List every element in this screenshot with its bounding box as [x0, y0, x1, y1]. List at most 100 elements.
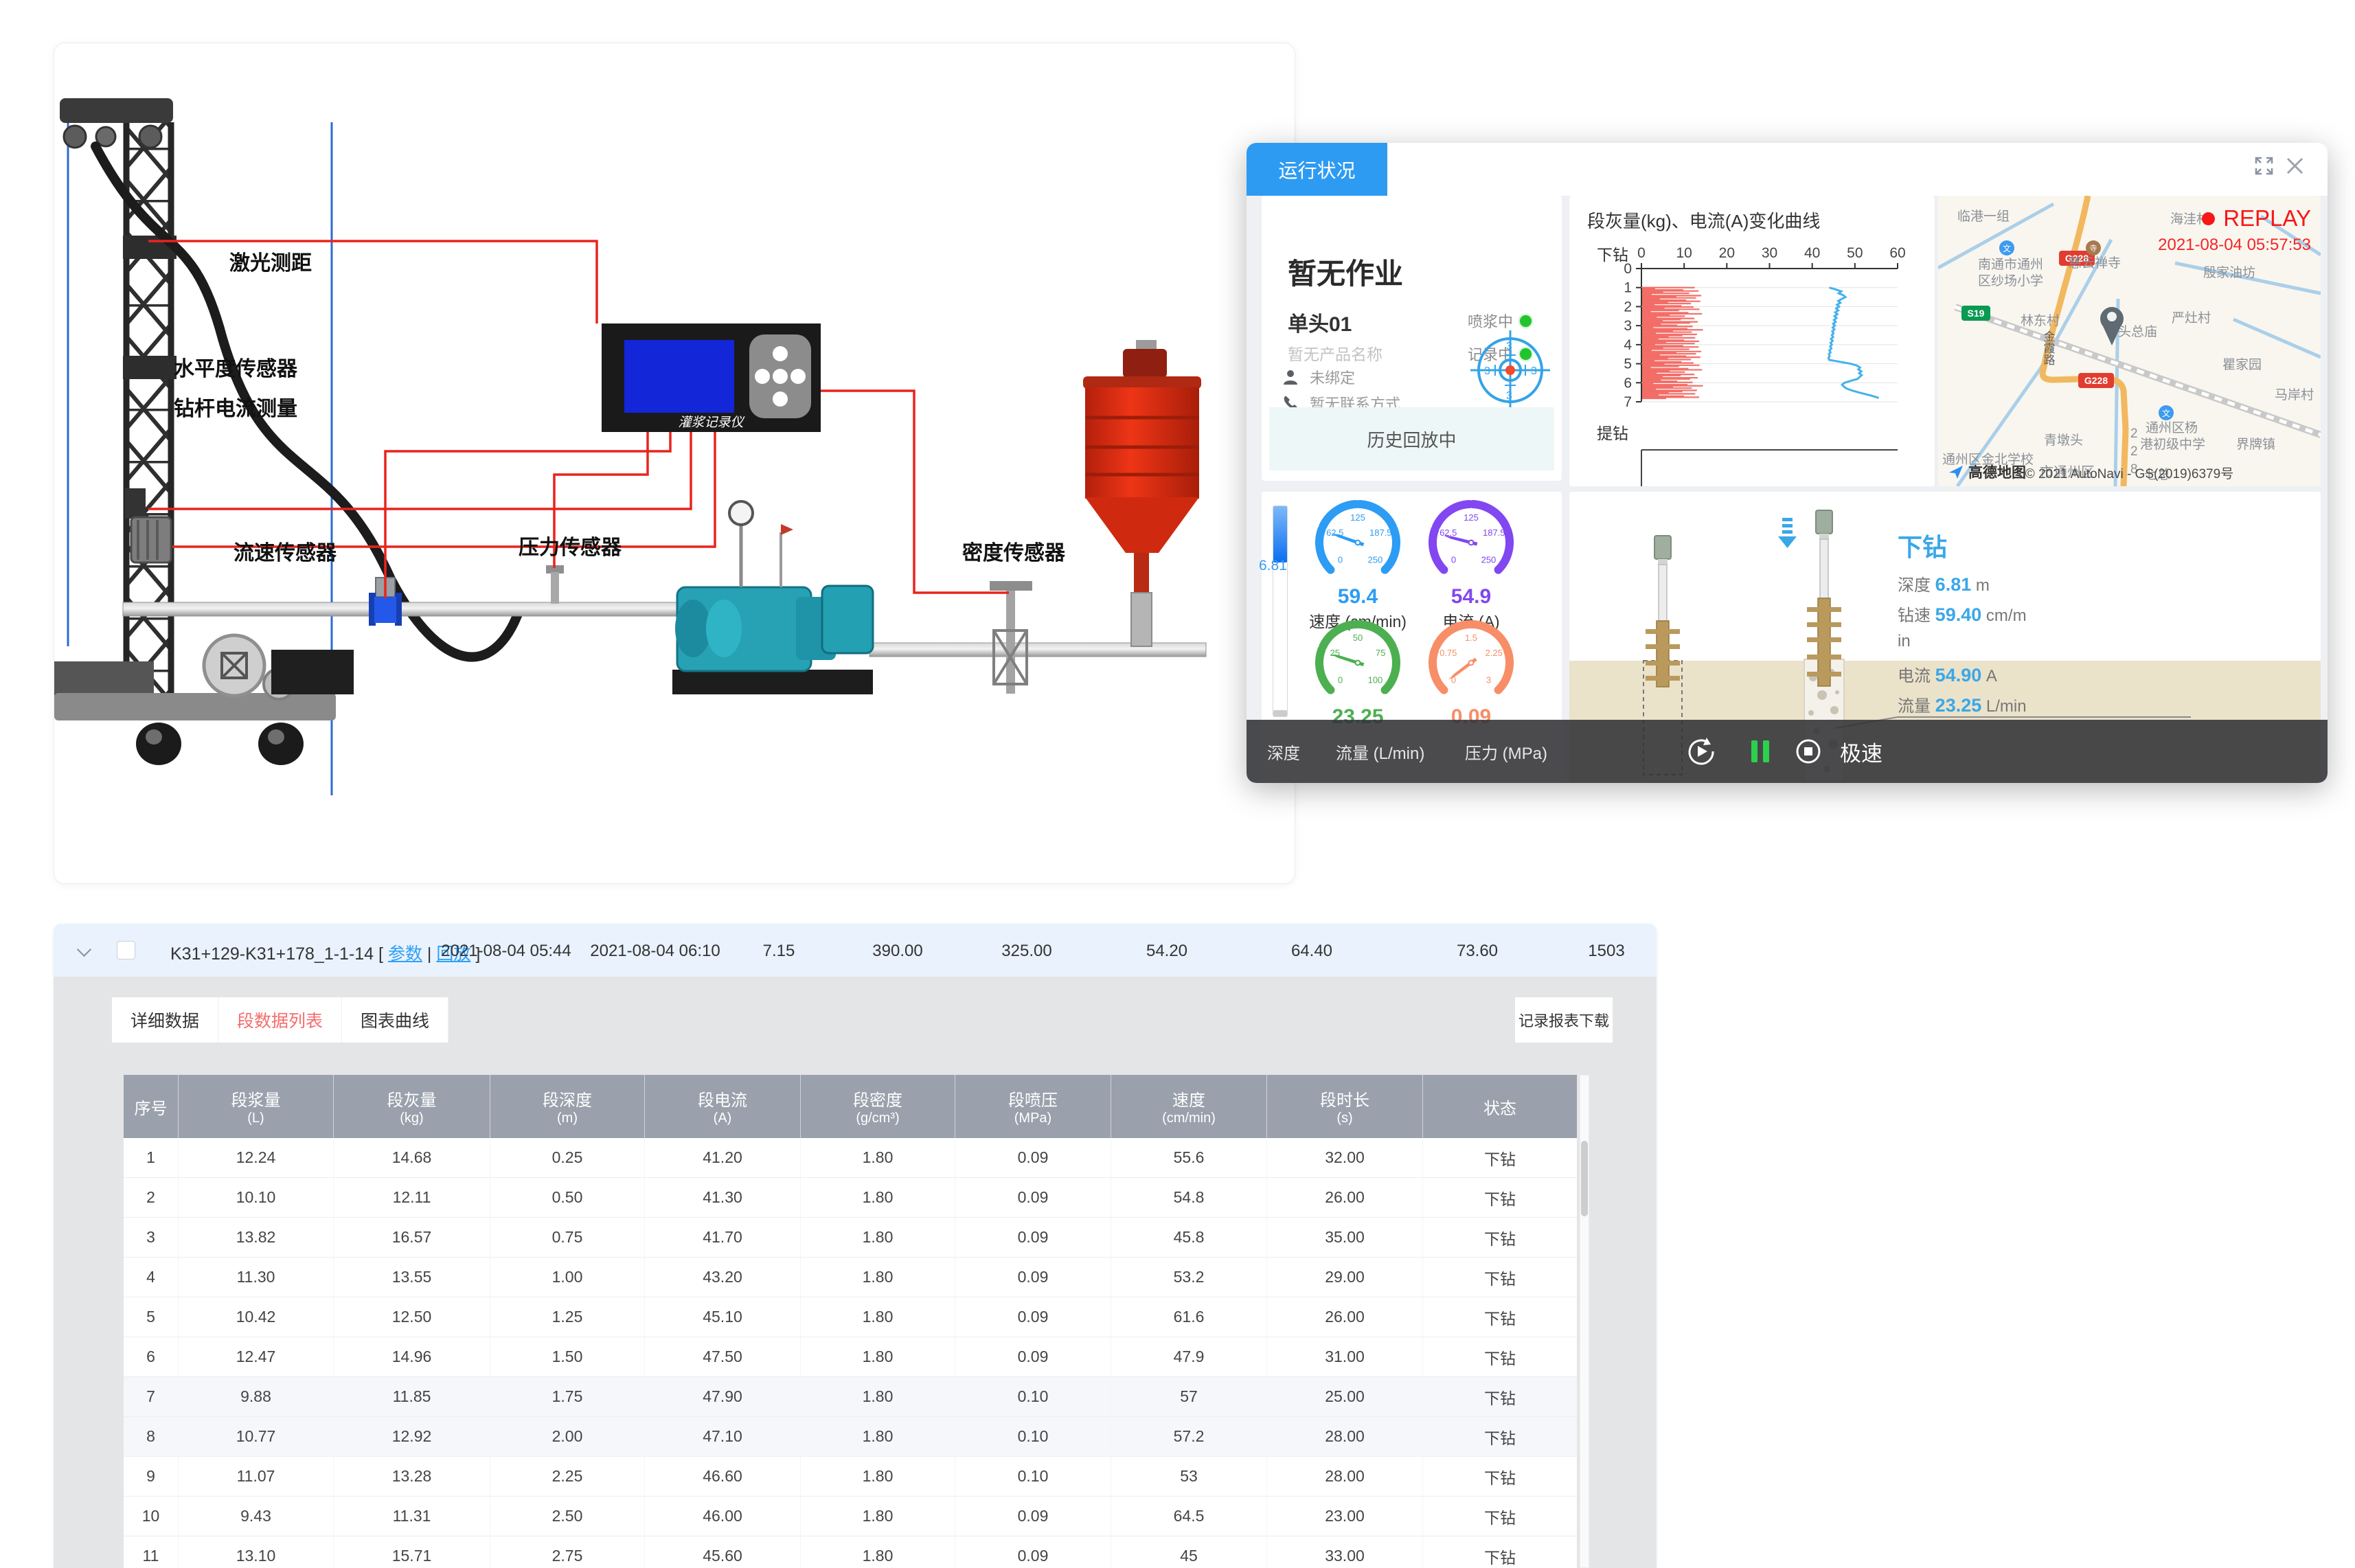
table-cell: 2 — [124, 1178, 179, 1217]
drill-stat-line: 深度 6.81 m — [1898, 574, 1990, 595]
gauge-0: 0 62.5 125 187.5 250 — [1310, 495, 1406, 591]
base-platform — [54, 693, 336, 720]
table-cell: 1.80 — [801, 1218, 955, 1257]
tab-2[interactable]: 图表曲线 — [342, 997, 449, 1043]
svg-text:文: 文 — [2162, 408, 2170, 418]
table-cell: 57 — [1111, 1377, 1267, 1416]
level-sensor-device — [125, 488, 146, 519]
table-row: 6 12.47 14.96 1.50 47.50 1.80 0.09 47.9 31.00 下钻 — [124, 1337, 1577, 1377]
job-title: 暂无作业 — [1288, 258, 1404, 290]
collapse-chevron-icon[interactable] — [76, 942, 92, 957]
tab-running-status[interactable]: 运行状况 — [1247, 143, 1387, 196]
table-cell: 0.75 — [490, 1218, 645, 1257]
tab-0[interactable]: 详细数据 — [112, 997, 219, 1043]
table-cell: 23.00 — [1267, 1497, 1423, 1536]
map-place-label: 青墩头 — [2044, 433, 2083, 448]
table-row: 5 10.42 12.50 1.25 45.10 1.80 0.09 61.6 26.00 下钻 — [124, 1297, 1577, 1337]
table-cell: 0.09 — [955, 1497, 1111, 1536]
stop-button[interactable] — [1793, 736, 1823, 766]
bar-flow-label: 流量 (L/min) — [1336, 744, 1425, 763]
table-scrollbar-thumb[interactable] — [1581, 1141, 1588, 1216]
svg-text:3: 3 — [1486, 674, 1491, 685]
record-summary-row[interactable]: K31+129-K31+178_1-1-14 [ 参数 | 回放 ] 2021-… — [54, 924, 1657, 977]
table-cell: 0.50 — [490, 1178, 645, 1217]
map-location-pin — [2100, 307, 2124, 345]
table-cell: 11.30 — [179, 1258, 334, 1297]
table-cell: 9 — [124, 1457, 179, 1496]
modal-header: 运行状况 — [1247, 143, 2328, 196]
depth-slider-handle[interactable] — [1273, 710, 1287, 716]
bar-pressure-label: 压力 (MPa) — [1465, 744, 1547, 763]
table-cell: 1.80 — [801, 1138, 955, 1177]
summary-value: 54.20 — [1146, 942, 1188, 960]
replay-dot — [2202, 212, 2216, 225]
svg-text:125: 125 — [1464, 512, 1479, 523]
table-header-cell: 段深度 (m) — [490, 1075, 645, 1138]
operator-row: 未绑定 — [1282, 366, 1355, 388]
map-panel[interactable]: G228 G228 S19 金霞路 临港一组 海洼村文南通市通州 区纱场小学寺慈云禅寺 殷家油… — [1938, 196, 2321, 486]
pause-button[interactable] — [1745, 736, 1775, 766]
speed-button[interactable]: 极速 — [1840, 741, 1882, 766]
table-cell: 45.60 — [645, 1536, 801, 1568]
gauge-3: 0 0.75 1.5 2.25 3 — [1423, 615, 1519, 711]
table-cell: 45.8 — [1111, 1218, 1267, 1257]
table-row: 2 10.10 12.11 0.50 41.30 1.80 0.09 54.8 26.00 下钻 — [124, 1178, 1577, 1218]
table-cell: 0.10 — [955, 1377, 1111, 1416]
map-place-label: 南通市通州 — [1978, 257, 2043, 272]
table-cell: 13.28 — [334, 1457, 490, 1496]
svg-text:0: 0 — [1338, 554, 1343, 565]
svg-text:G228: G228 — [2084, 375, 2108, 386]
replay-link[interactable]: 回放 — [436, 944, 471, 964]
table-cell: 10.77 — [179, 1417, 334, 1456]
map-place-label: 港初级中学 — [2140, 437, 2205, 452]
label-rod-current: 钻杆电流测量 — [174, 398, 297, 420]
table-header-cell: 段密度 (g/cm³) — [801, 1075, 955, 1138]
replay-button[interactable] — [1686, 736, 1716, 766]
row-checkbox[interactable] — [117, 941, 135, 959]
table-cell: 1.80 — [801, 1297, 955, 1337]
table-cell: 1.80 — [801, 1178, 955, 1217]
svg-text:3: 3 — [1624, 318, 1632, 334]
table-row: 1 12.24 14.68 0.25 41.20 1.80 0.09 55.6 32.00 下钻 — [124, 1138, 1577, 1178]
table-cell: 12.47 — [179, 1337, 334, 1376]
mixer-tank — [1083, 340, 1201, 647]
table-cell: 1.00 — [490, 1258, 645, 1297]
fullscreen-icon[interactable] — [2255, 157, 2273, 175]
table-cell: 1 — [124, 1138, 179, 1177]
table-cell: 11 — [124, 1536, 179, 1568]
table-cell: 45.10 — [645, 1297, 801, 1337]
table-cell: 1.80 — [801, 1258, 955, 1297]
table-cell: 1.75 — [490, 1377, 645, 1416]
map-place-label: 严灶村 — [2172, 310, 2211, 326]
table-cell: 57.2 — [1111, 1417, 1267, 1456]
table-cell: 0.09 — [955, 1297, 1111, 1337]
status-dot-green — [1520, 348, 1532, 360]
svg-text:3: 3 — [1506, 390, 1512, 402]
recorder-label: 灌浆记录仪 — [678, 415, 744, 430]
tab-1[interactable]: 段数据列表 — [218, 997, 343, 1043]
svg-text:30: 30 — [1762, 245, 1777, 261]
label-flow-sensor: 流速传感器 — [234, 542, 337, 565]
svg-text:5: 5 — [1624, 356, 1632, 372]
drill-stat-line: 钻速 59.40 cm/m — [1898, 604, 2027, 625]
curve-chart-panel: 段灰量(kg)、电流(A)变化曲线 下钻 0 10 20 30 40 50 60 0 1 2 3 4 5… — [1569, 196, 1935, 486]
depth-value: 6.81 — [1259, 558, 1287, 573]
drill-rod-left — [1646, 535, 1680, 688]
table-cell: 16.57 — [334, 1218, 490, 1257]
svg-text:3: 3 — [1484, 365, 1490, 377]
svg-text:0: 0 — [1624, 261, 1632, 277]
table-cell: 29.00 — [1267, 1258, 1423, 1297]
table-cell: 35.00 — [1267, 1218, 1423, 1257]
summary-value: 2021-08-04 06:10 — [590, 942, 720, 960]
table-cell: 14.68 — [334, 1138, 490, 1177]
params-link[interactable]: 参数 — [387, 944, 422, 964]
svg-text:20: 20 — [1719, 245, 1735, 261]
replay-timestamp: 2021-08-04 05:57:53 — [2158, 236, 2311, 254]
user-icon — [1284, 370, 1297, 385]
table-cell: 2.50 — [490, 1497, 645, 1536]
svg-text:6: 6 — [1624, 375, 1632, 391]
chart-title: 段灰量(kg)、电流(A)变化曲线 — [1587, 211, 1820, 231]
table-cell: 9.88 — [179, 1377, 334, 1416]
close-icon[interactable] — [2286, 157, 2304, 175]
download-report-button[interactable]: 记录报表下载 — [1515, 997, 1613, 1043]
